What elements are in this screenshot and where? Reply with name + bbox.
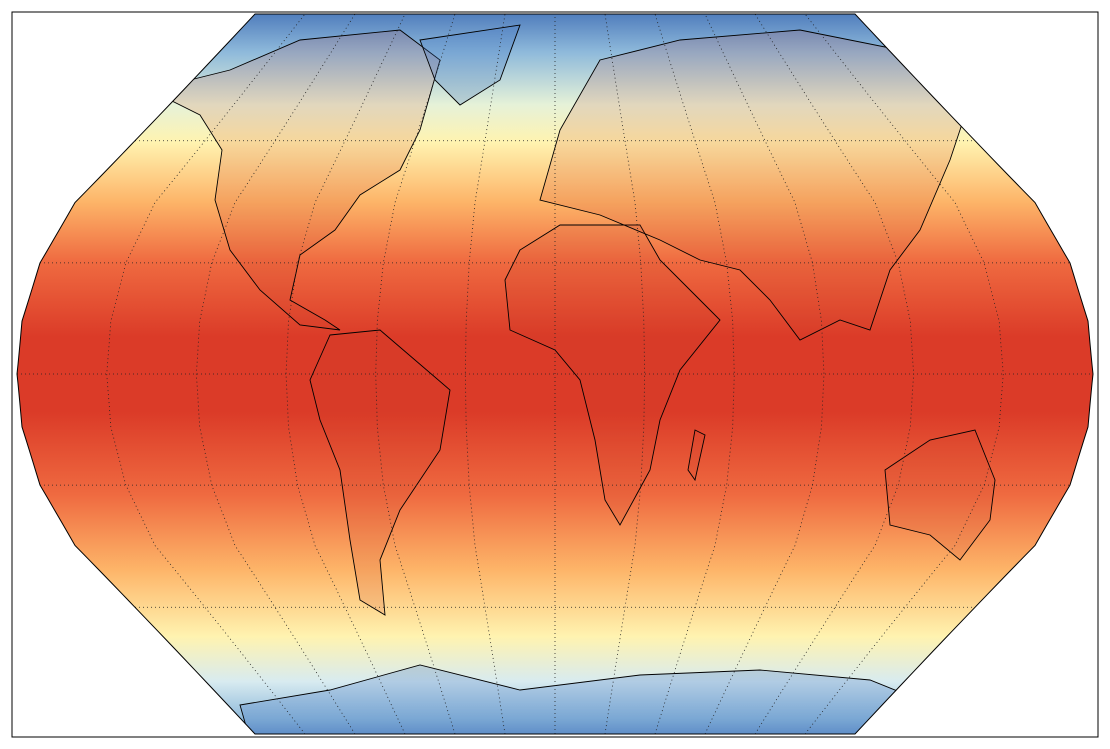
meridian [375,14,456,734]
africa [504,224,721,526]
madagascar [687,429,706,482]
meridian [654,14,735,734]
map-outline [16,13,1094,735]
meridian [285,14,406,734]
meridian [604,14,646,734]
frame [11,11,1099,738]
meridian [704,14,825,734]
graticule [17,14,1093,734]
south-america [309,329,451,616]
meridian [464,14,506,734]
meridian [804,14,1004,734]
meridian [754,14,915,734]
eurasia [539,29,971,341]
australia [884,429,996,561]
antarctica [239,664,921,734]
meridian [195,14,356,734]
meridian [106,14,306,734]
